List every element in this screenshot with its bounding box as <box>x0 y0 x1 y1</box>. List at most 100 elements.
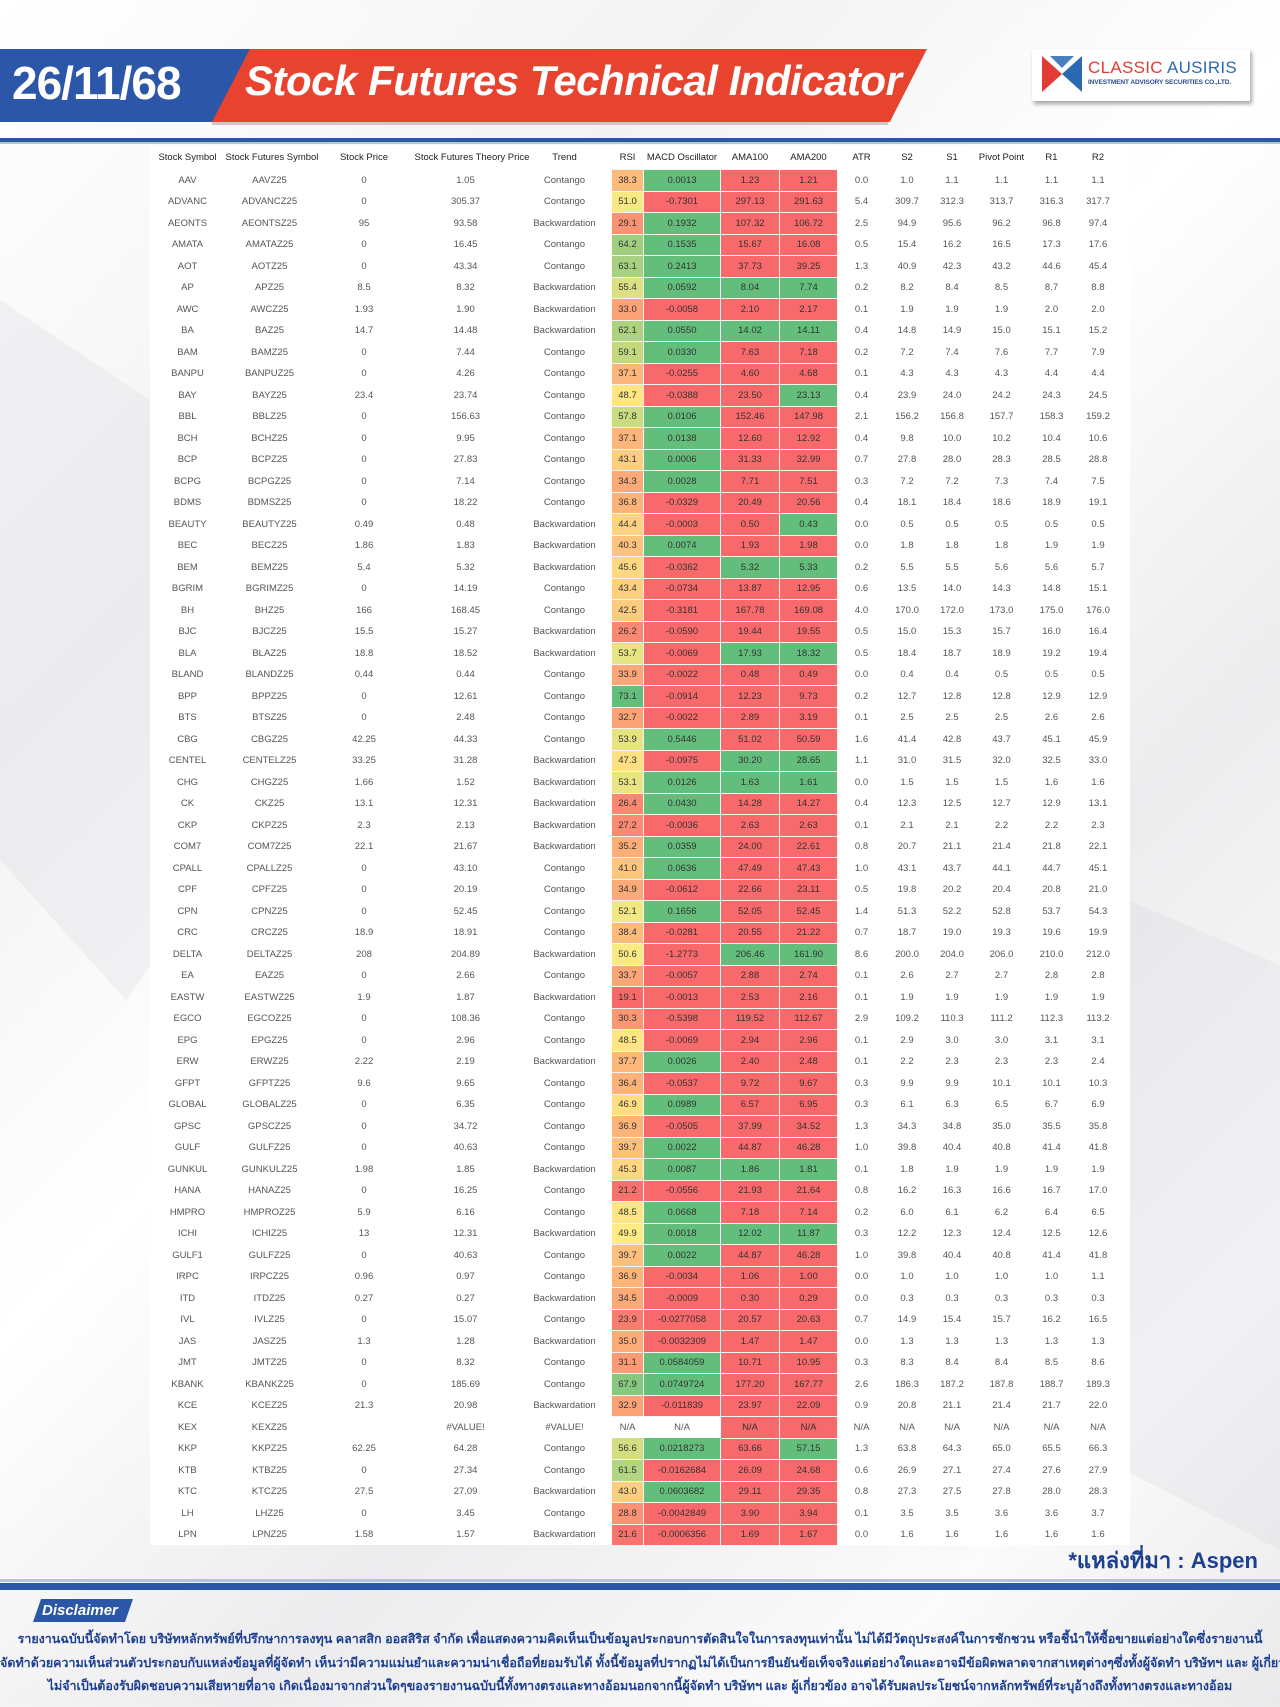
cell-r2: 16.4 <box>1088 626 1108 638</box>
table-row: CPALL CPALLZ25 0 43.10 Contango 41.0 0.0636 47.… <box>151 857 1121 880</box>
cell-ama200: 14.11 <box>779 319 838 342</box>
cell-ama200: 20.56 <box>779 491 838 514</box>
cell-ama200: 2.17 <box>779 298 838 321</box>
cell-theory-price: 14.19 <box>453 583 478 595</box>
report-date: 26/11/68 <box>12 57 182 109</box>
cell-stock-symbol: HANA <box>174 1185 201 1197</box>
cell-stock-price: 1.93 <box>354 303 374 315</box>
cell-atr: 0.0 <box>854 518 869 530</box>
table-row: AP APZ25 8.5 8.32 Backwardation 55.4 0.0592 8.0… <box>151 276 1121 299</box>
cell-stock-price: 18.8 <box>354 647 374 659</box>
cell-r1: 7.7 <box>1044 346 1059 358</box>
cell-futures-symbol: BCHZ25 <box>251 432 288 444</box>
divider <box>0 142 1280 144</box>
cell-theory-price: 14.48 <box>453 325 478 337</box>
cell-pivot-point: 313.7 <box>989 196 1014 208</box>
cell-r2: 41.8 <box>1088 1142 1108 1154</box>
cell-stock-price: 2.3 <box>357 819 371 831</box>
cell-theory-price: 43.34 <box>453 260 478 272</box>
cell-rsi: 40.3 <box>611 534 644 557</box>
cell-trend: Contango <box>543 174 586 186</box>
cell-theory-price: 15.07 <box>453 1314 478 1326</box>
cell-stock-price: 0 <box>361 862 367 874</box>
cell-stock-symbol: GPSC <box>174 1120 201 1132</box>
cell-r2: 0.3 <box>1091 1292 1105 1304</box>
cell-ama200: 4.68 <box>779 362 838 385</box>
cell-stock-symbol: CRC <box>177 927 198 939</box>
cell-s1: 8.4 <box>945 282 959 294</box>
cell-trend: Backwardation <box>533 303 596 315</box>
cell-stock-price: 13 <box>358 1228 370 1240</box>
cell-ama100: 20.57 <box>720 1308 780 1331</box>
cell-s2: 1.0 <box>900 174 914 186</box>
cell-stock-price: 22.1 <box>354 841 374 853</box>
cell-ama100: 7.18 <box>720 1201 780 1224</box>
table-row: CBG CBGZ25 42.25 44.33 Contango 53.9 0.5446 51.… <box>151 728 1121 751</box>
cell-trend: Contango <box>543 1120 586 1132</box>
cell-pivot-point: 8.5 <box>994 282 1009 294</box>
column-header-stock-symbol: Stock Symbol <box>158 151 217 163</box>
cell-stock-price: 0.27 <box>354 1292 374 1304</box>
cell-theory-price: 2.13 <box>456 819 475 831</box>
cell-rsi: 21.6 <box>611 1523 644 1546</box>
cell-atr: 0.1 <box>854 1034 869 1046</box>
table-row: CK CKZ25 13.1 12.31 Backwardation 26.4 0.0430 1… <box>151 792 1121 815</box>
cell-s1: 3.5 <box>945 1507 959 1519</box>
cell-futures-symbol: EAZ25 <box>254 970 285 982</box>
cell-ama100: 2.63 <box>720 814 780 837</box>
cell-theory-price: 18.91 <box>453 927 478 939</box>
cell-macd: 0.0018 <box>643 1222 721 1245</box>
cell-trend: Contango <box>543 604 586 616</box>
cell-ama200: 50.59 <box>779 728 838 751</box>
cell-trend: Contango <box>543 1077 586 1089</box>
cell-macd: -0.0069 <box>643 1029 721 1052</box>
cell-ama100: 2.89 <box>720 706 780 729</box>
cell-theory-price: 1.05 <box>456 174 475 186</box>
company-logo: CLASSIC AUSIRIS INVESTMENT ADVISORY SECU… <box>1032 49 1250 101</box>
cell-macd: 0.1932 <box>643 212 721 235</box>
cell-ama100: 12.23 <box>720 685 780 708</box>
cell-s1: 18.4 <box>942 497 962 509</box>
cell-stock-price: 1.66 <box>354 776 374 788</box>
cell-stock-symbol: GFPT <box>174 1077 201 1089</box>
cell-stock-price: 15.5 <box>354 626 374 638</box>
cell-ama200: 3.19 <box>779 706 838 729</box>
table-row: DELTA DELTAZ25 208 204.89 Backwardation 50.6-… <box>151 943 1121 966</box>
cell-ama100: 14.28 <box>720 792 780 815</box>
cell-theory-price: 15.27 <box>453 626 478 638</box>
cell-atr: 1.0 <box>854 862 869 874</box>
cell-theory-price: 1.28 <box>456 1335 475 1347</box>
table-row: KTB KTBZ25 0 27.34 Contango 61.5 -0.0162684 26.… <box>151 1459 1121 1482</box>
table-row: ADVANC ADVANCZ25 0 305.37 Contango 51.0 -0.730… <box>151 190 1121 213</box>
cell-pivot-point: 5.6 <box>994 561 1009 573</box>
cell-theory-price: 1.83 <box>456 540 475 552</box>
cell-atr: 0.1 <box>854 1056 869 1068</box>
cell-pivot-point: 1.9 <box>994 991 1009 1003</box>
cell-r1: 96.8 <box>1042 217 1061 229</box>
cell-s1: 64.3 <box>942 1443 962 1455</box>
table-row: KEX KEXZ25 #VALUE! #VALUE! N/A N/A N/A N/A N/A N/… <box>151 1416 1121 1439</box>
cell-macd: -0.0362 <box>643 556 721 579</box>
cell-ama100: 8.04 <box>720 276 780 299</box>
cell-s2: 12.2 <box>897 1228 917 1240</box>
cell-pivot-point: 16.5 <box>992 239 1011 251</box>
cell-stock-price: 1.58 <box>354 1529 374 1541</box>
cell-macd: 0.0584059 <box>643 1351 721 1374</box>
disclaimer-label: Disclaimer <box>42 1602 118 1619</box>
cell-stock-symbol: AAV <box>178 174 197 186</box>
cell-stock-price: 2.22 <box>354 1056 374 1068</box>
cell-stock-price: 0 <box>361 368 367 380</box>
table-row: IVL IVLZ25 0 15.07 Contango 23.9 -0.0277058 20.… <box>151 1308 1121 1331</box>
cell-futures-symbol: BCPGZ25 <box>247 475 292 487</box>
cell-trend: Backwardation <box>533 991 596 1003</box>
cell-r2: 1.9 <box>1091 991 1105 1003</box>
cell-rsi: 63.1 <box>611 255 644 278</box>
cell-macd: -0.0734 <box>643 577 721 600</box>
cell-theory-price: 6.35 <box>456 1099 475 1111</box>
cell-rsi: 33.9 <box>611 663 644 686</box>
cell-theory-price: 0.27 <box>456 1292 475 1304</box>
column-header-r2: R2 <box>1091 151 1105 163</box>
cell-r1: 210.0 <box>1039 948 1064 960</box>
cell-theory-price: 9.95 <box>456 432 475 444</box>
table-row: BBL BBLZ25 0 156.63 Contango 57.8 0.0106 152.46… <box>151 405 1121 428</box>
